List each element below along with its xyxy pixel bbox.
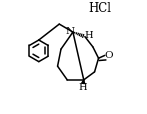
Text: O: O [104, 50, 112, 59]
Text: N: N [65, 27, 74, 36]
Text: H: H [79, 83, 87, 92]
Polygon shape [82, 80, 85, 84]
Text: H: H [85, 30, 93, 39]
Text: HCl: HCl [88, 1, 111, 14]
